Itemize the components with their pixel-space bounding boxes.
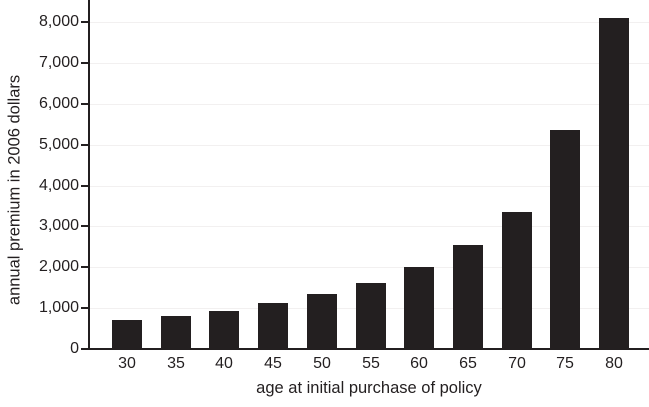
x-axis-tick-label: 50 <box>313 355 331 372</box>
y-axis-tick <box>81 144 88 146</box>
y-axis-tick <box>81 21 88 23</box>
gridline <box>90 186 649 187</box>
y-axis-line <box>88 0 90 350</box>
y-axis-tick-label: 8,000 <box>38 13 79 30</box>
y-axis-tick <box>81 307 88 309</box>
y-axis-tick-label: 4,000 <box>38 177 79 194</box>
x-axis-line <box>88 348 649 350</box>
x-axis-tick-label: 80 <box>605 355 623 372</box>
y-axis-tick-label: 1,000 <box>38 299 79 316</box>
bar <box>404 267 434 349</box>
bar <box>502 212 532 349</box>
bar <box>599 18 629 349</box>
x-axis-tick-label: 35 <box>167 355 185 372</box>
y-axis-tick <box>81 348 88 350</box>
x-axis-tick-label: 45 <box>264 355 282 372</box>
gridline <box>90 22 649 23</box>
x-axis-tick-label: 65 <box>459 355 477 372</box>
y-axis-tick-label: 5,000 <box>38 136 79 153</box>
bar <box>161 316 191 349</box>
x-axis-tick-label: 40 <box>215 355 233 372</box>
x-axis-tick-label: 75 <box>556 355 574 372</box>
y-axis-tick <box>81 225 88 227</box>
gridline <box>90 63 649 64</box>
x-axis-tick-label: 55 <box>362 355 380 372</box>
bar <box>453 245 483 349</box>
bar <box>307 294 337 349</box>
y-axis-tick-label: 3,000 <box>38 217 79 234</box>
y-axis-tick <box>81 266 88 268</box>
gridline <box>90 145 649 146</box>
y-axis-tick-label: 6,000 <box>38 95 79 112</box>
gridline <box>90 226 649 227</box>
bar <box>209 311 239 349</box>
x-axis-tick-label: 30 <box>118 355 136 372</box>
bar <box>258 303 288 349</box>
x-axis-tick-label: 60 <box>410 355 428 372</box>
y-axis-tick <box>81 185 88 187</box>
y-axis-tick <box>81 103 88 105</box>
y-axis-tick-label: 7,000 <box>38 54 79 71</box>
bar <box>112 320 142 349</box>
gridline <box>90 267 649 268</box>
y-axis-tick <box>81 62 88 64</box>
x-axis-title: age at initial purchase of policy <box>256 379 482 397</box>
x-axis-tick-label: 70 <box>508 355 526 372</box>
y-axis-tick-label: 0 <box>70 340 79 357</box>
bar <box>356 283 386 349</box>
y-axis-tick-label: 2,000 <box>38 258 79 275</box>
gridline <box>90 104 649 105</box>
bar <box>550 130 580 349</box>
